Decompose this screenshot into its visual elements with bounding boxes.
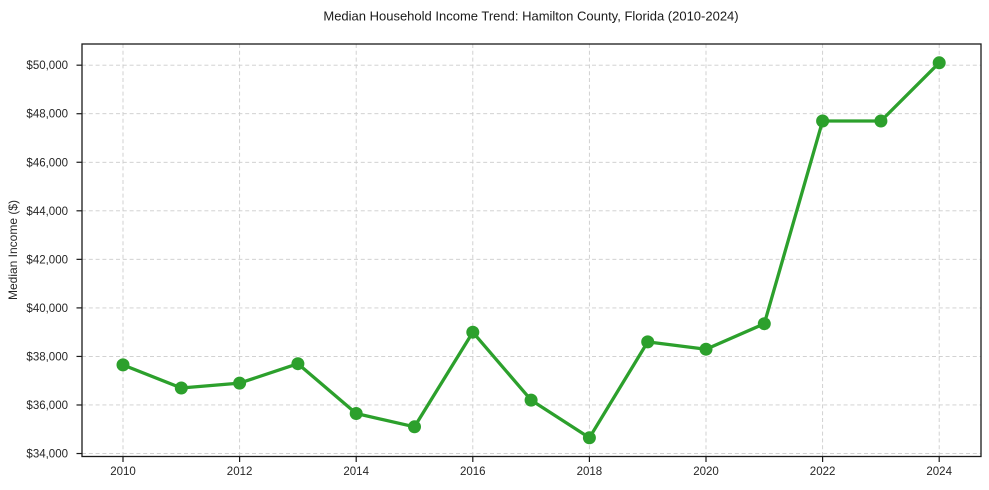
y-tick-label: $48,000 [26,109,68,121]
data-point-2013 [291,357,305,371]
data-point-2018 [582,431,596,445]
data-point-2024 [932,56,946,70]
data-point-2020 [699,342,713,356]
x-tick-label: 2020 [693,466,719,478]
chart-title: Median Household Income Trend: Hamilton … [323,9,738,24]
plot-area: $34,000 $36,000 $38,000 $40,000 $42,000 $44,0… [26,43,982,478]
x-tick-label: 2016 [460,466,486,478]
y-tick-label: $40,000 [26,303,68,315]
data-point-2022 [816,114,830,128]
y-tick-label: $44,000 [26,206,68,218]
plot-border [81,43,982,458]
y-axis-label: Median Income ($) [6,200,20,300]
data-point-2012 [233,376,247,390]
data-point-2010 [116,358,130,372]
data-point-2011 [174,381,188,395]
x-tick-label: 2014 [343,466,369,478]
x-tick-label: 2024 [926,466,952,478]
x-tick-label: 2012 [227,466,253,478]
data-point-2021 [757,317,771,331]
y-tick-label: $42,000 [26,254,68,266]
data-point-2023 [874,114,888,128]
y-tick-label: $38,000 [26,351,68,363]
data-point-2017 [524,393,538,407]
x-tick-label: 2010 [110,466,136,478]
y-tick-label: $46,000 [26,157,68,169]
y-tick-label: $50,000 [26,60,68,72]
data-point-2015 [408,420,421,434]
x-tick-label: 2022 [810,466,836,478]
data-point-2016 [466,325,480,339]
y-tick-label: $36,000 [26,400,68,412]
data-point-2019 [641,335,655,349]
y-tick-label: $34,000 [26,449,68,461]
x-tick-label: 2018 [577,466,603,478]
data-point-2014 [349,407,363,420]
